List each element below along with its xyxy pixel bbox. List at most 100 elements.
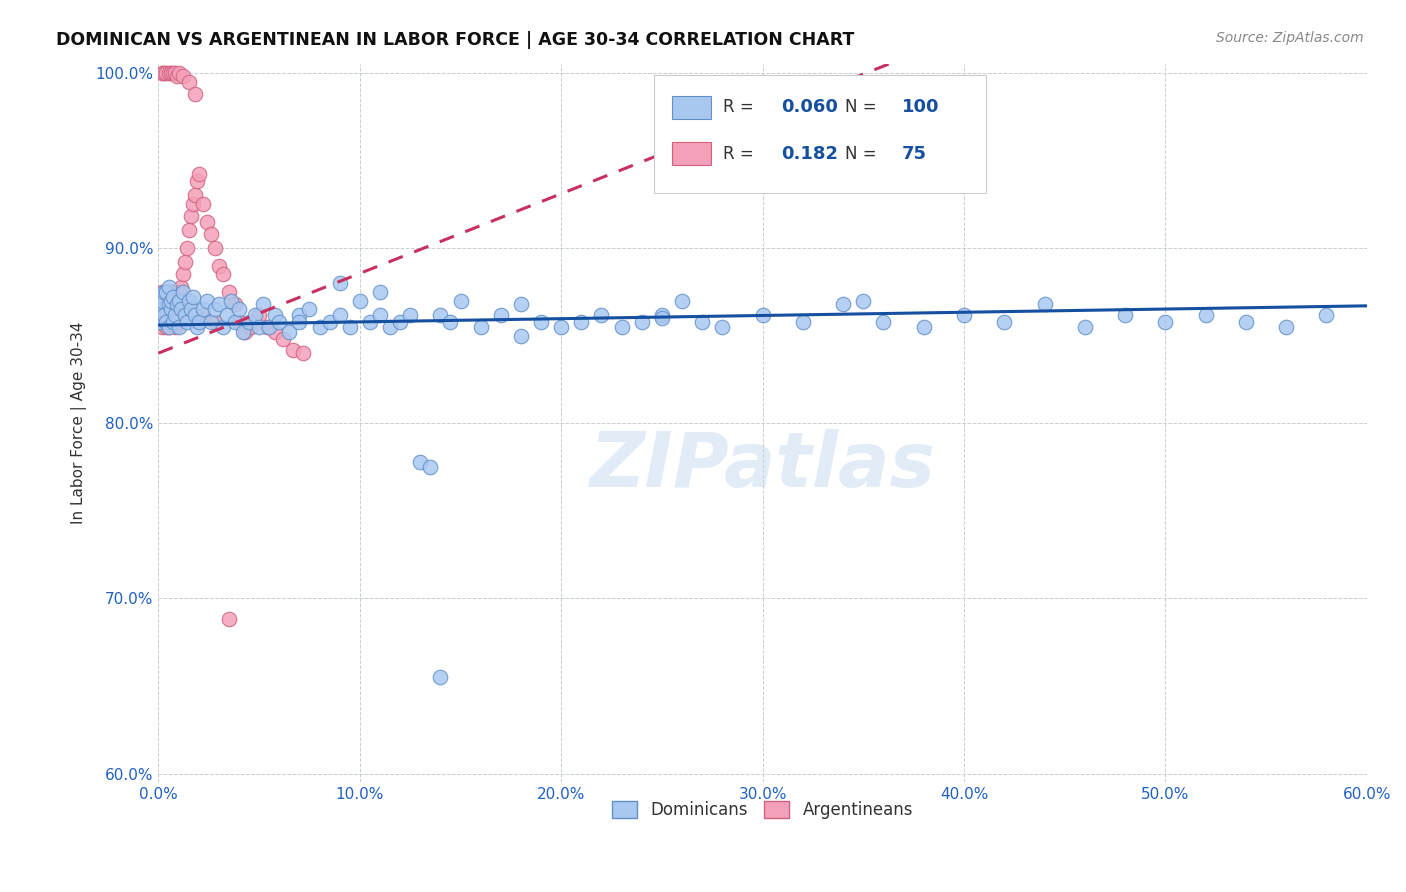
Point xyxy=(152,285,174,299)
Point xyxy=(953,308,976,322)
Text: R =: R = xyxy=(723,98,759,116)
Point xyxy=(159,315,181,329)
Point xyxy=(264,325,287,339)
Point xyxy=(1194,308,1216,322)
Point xyxy=(368,308,391,322)
Point xyxy=(224,297,246,311)
Point xyxy=(191,197,214,211)
Point xyxy=(153,66,176,80)
Point xyxy=(157,319,180,334)
Point xyxy=(329,276,352,290)
Point xyxy=(153,315,176,329)
Point xyxy=(155,315,177,329)
Legend: Dominicans, Argentineans: Dominicans, Argentineans xyxy=(605,794,920,826)
Point xyxy=(159,293,181,308)
Point xyxy=(247,308,270,322)
FancyBboxPatch shape xyxy=(672,143,710,165)
Point xyxy=(852,293,875,308)
Point xyxy=(243,308,266,322)
Point xyxy=(157,285,180,299)
Point xyxy=(240,319,263,334)
Text: 0.182: 0.182 xyxy=(780,145,838,163)
FancyBboxPatch shape xyxy=(672,95,710,119)
Point xyxy=(186,319,208,334)
Point xyxy=(157,308,180,322)
Point xyxy=(215,308,238,322)
Point xyxy=(155,297,177,311)
Point xyxy=(329,308,352,322)
Point xyxy=(186,174,208,188)
Point xyxy=(162,308,184,322)
Point xyxy=(157,297,180,311)
Point xyxy=(152,297,174,311)
Point xyxy=(429,308,451,322)
Point xyxy=(149,315,172,329)
Point xyxy=(157,315,180,329)
Point xyxy=(183,188,205,202)
Point xyxy=(152,319,174,334)
Point xyxy=(610,319,633,334)
Point xyxy=(176,241,198,255)
Point xyxy=(152,302,174,317)
Text: 100: 100 xyxy=(901,98,939,116)
Point xyxy=(167,66,190,80)
Point xyxy=(256,319,278,334)
Point xyxy=(159,297,181,311)
Point xyxy=(166,297,188,311)
Point xyxy=(399,308,422,322)
Point xyxy=(155,285,177,299)
Point xyxy=(264,308,287,322)
Point xyxy=(173,255,195,269)
Point xyxy=(163,319,186,334)
Point xyxy=(550,319,572,334)
Point xyxy=(162,290,184,304)
Point xyxy=(651,311,673,326)
Point xyxy=(288,308,311,322)
Point xyxy=(169,279,191,293)
Point xyxy=(157,66,180,80)
Point xyxy=(510,328,533,343)
Point xyxy=(219,293,242,308)
Point xyxy=(409,455,432,469)
Point xyxy=(181,290,204,304)
Point xyxy=(298,302,321,317)
Point xyxy=(162,66,184,80)
Point xyxy=(218,285,240,299)
Point xyxy=(176,315,198,329)
Point xyxy=(157,302,180,317)
Text: ZIPatlas: ZIPatlas xyxy=(589,429,935,503)
Text: Source: ZipAtlas.com: Source: ZipAtlas.com xyxy=(1216,31,1364,45)
Point xyxy=(208,259,231,273)
Point xyxy=(651,308,673,322)
Point xyxy=(339,319,361,334)
Point xyxy=(252,297,274,311)
Point xyxy=(751,308,773,322)
Point xyxy=(157,308,180,322)
Point xyxy=(247,319,270,334)
Point xyxy=(271,332,294,346)
Point xyxy=(429,670,451,684)
Point xyxy=(832,297,855,311)
Point xyxy=(159,285,181,299)
Point xyxy=(152,293,174,308)
Point xyxy=(349,293,371,308)
Text: DOMINICAN VS ARGENTINEAN IN LABOR FORCE | AGE 30-34 CORRELATION CHART: DOMINICAN VS ARGENTINEAN IN LABOR FORCE … xyxy=(56,31,855,49)
Point xyxy=(172,70,194,84)
Point xyxy=(195,293,218,308)
Point xyxy=(228,302,250,317)
Point xyxy=(283,343,305,357)
Point xyxy=(419,460,441,475)
Point xyxy=(157,279,180,293)
Point xyxy=(228,315,250,329)
Point xyxy=(153,285,176,299)
Point xyxy=(166,293,188,308)
Point xyxy=(153,290,176,304)
Text: 0.060: 0.060 xyxy=(780,98,838,116)
Point xyxy=(195,215,218,229)
Point xyxy=(166,70,188,84)
Point xyxy=(162,315,184,329)
Point xyxy=(1033,297,1056,311)
Point xyxy=(378,319,401,334)
Point xyxy=(149,293,172,308)
Point xyxy=(238,315,260,329)
